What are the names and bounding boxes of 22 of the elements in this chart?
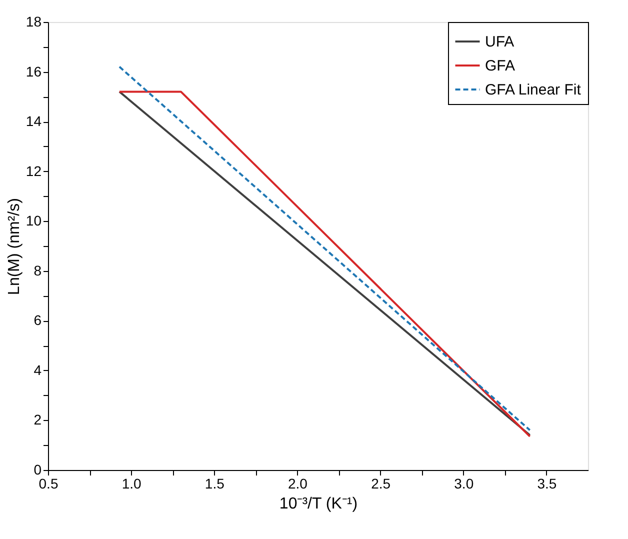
y-tick-label: 4 — [34, 362, 42, 378]
y-tick-label: 6 — [34, 312, 42, 328]
x-tick-label: 0.5 — [38, 476, 58, 492]
x-tick-label: 1.5 — [204, 476, 225, 492]
legend-label: GFA Linear Fit — [485, 82, 582, 98]
x-axis-title: 10⁻³/T (K⁻¹) — [279, 496, 358, 512]
y-tick-label: 14 — [26, 113, 42, 130]
y-tick-label: 8 — [34, 262, 42, 278]
y-tick-label: 0 — [34, 462, 42, 478]
x-tick-label: 2.5 — [371, 476, 391, 492]
x-tick-label: 3.5 — [537, 476, 557, 492]
x-tick-label: 3.0 — [454, 476, 474, 492]
y-tick-label: 10 — [26, 212, 42, 229]
x-tick-label: 1.0 — [122, 476, 142, 492]
y-axis-title: Ln(M) (nm²/s) — [6, 198, 23, 295]
x-tick-label: 2.0 — [288, 476, 308, 492]
y-tick-label: 18 — [26, 14, 42, 30]
y-tick-label: 2 — [34, 412, 42, 428]
y-tick-label: 16 — [26, 63, 42, 80]
y-tick-label: 12 — [26, 162, 42, 179]
legend-label: UFA — [485, 34, 514, 50]
legend-label: GFA — [485, 58, 516, 74]
